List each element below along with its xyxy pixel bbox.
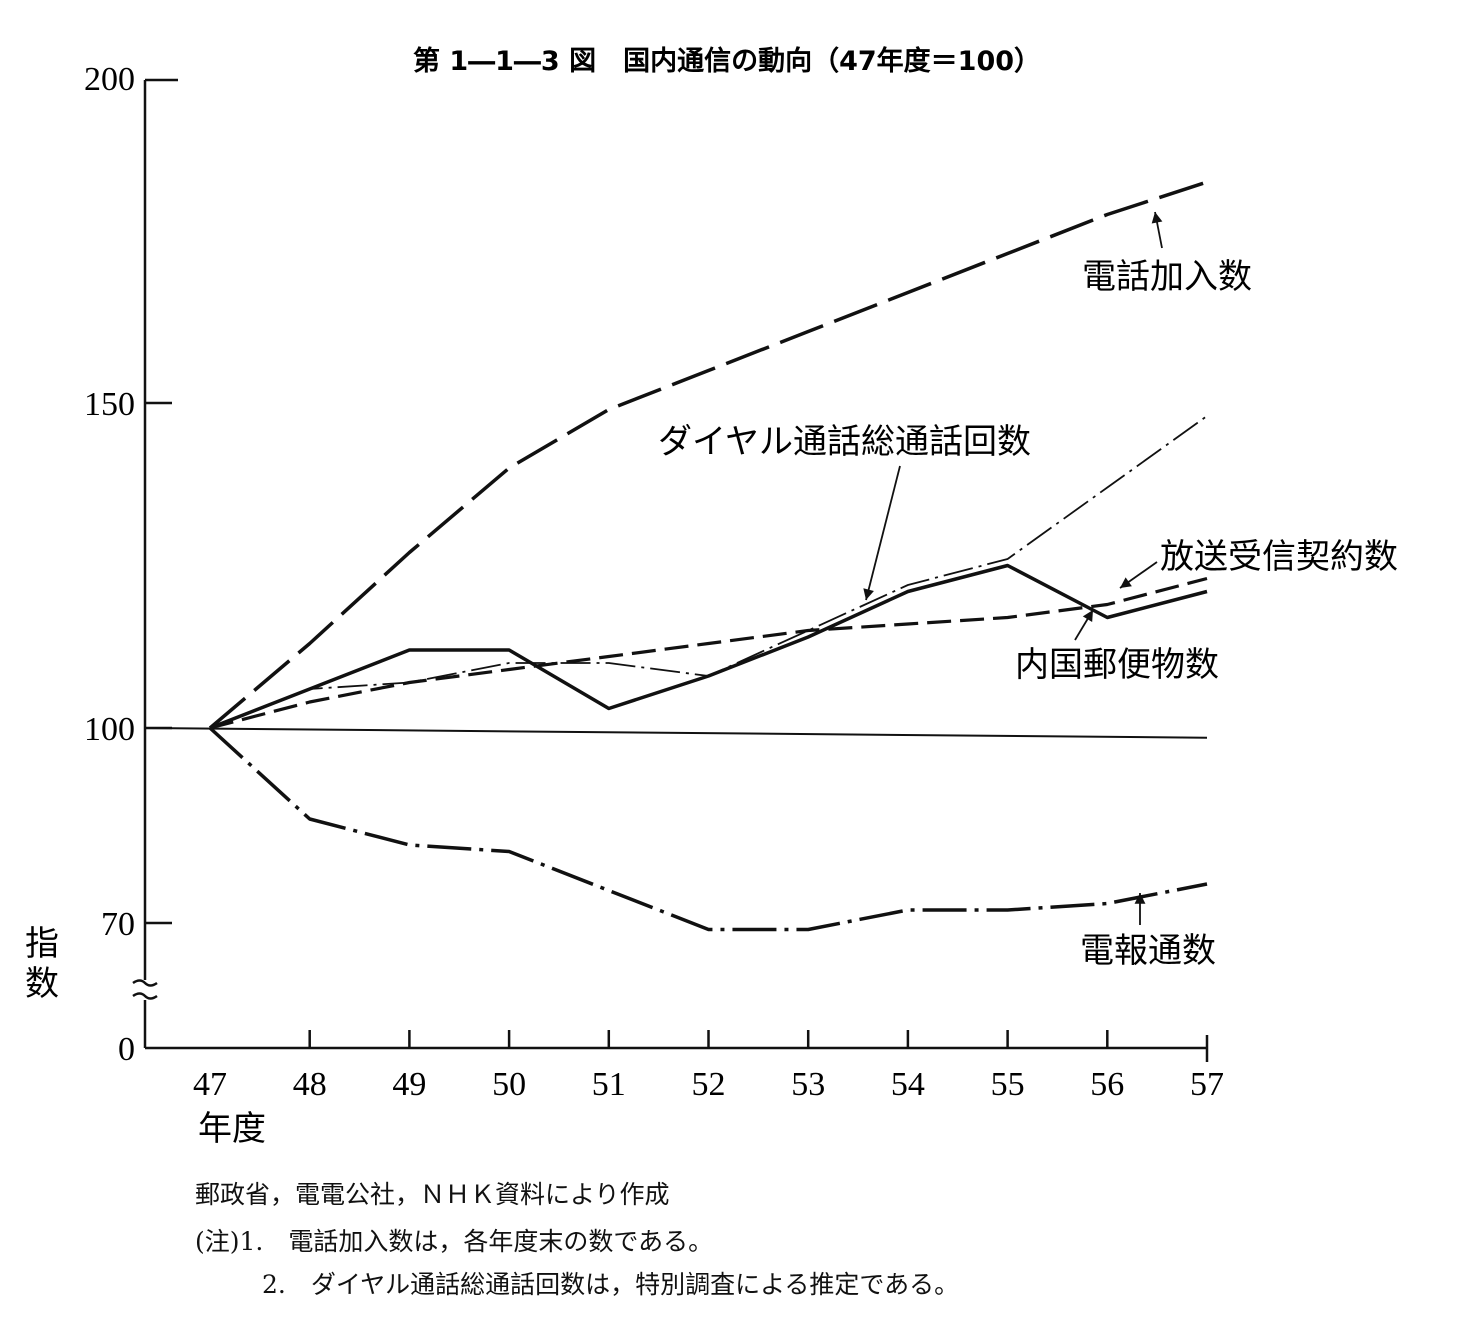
data-point	[1207, 182, 1208, 183]
baseline-100	[144, 727, 1208, 739]
note-2: 2. ダイヤル通話総通話回数は，特別調査による推定である。	[262, 1270, 960, 1299]
data-point	[1107, 903, 1108, 904]
axis-break-mark-1	[132, 979, 158, 987]
chart-title: 第 1―1―3 図 国内通信の動向（47年度＝100）	[413, 45, 1041, 77]
series-line-2	[209, 576, 1208, 730]
data-point	[907, 910, 908, 911]
series-label-3: 内国郵便物数	[1015, 645, 1219, 685]
leader-arrow-3	[1082, 610, 1093, 622]
leader-arrow-0	[1151, 212, 1163, 224]
series-line-3	[209, 563, 1208, 730]
note-1: (注)1. 電話加入数は，各年度末の数である。	[195, 1227, 714, 1256]
x-tick-label: 51	[592, 1066, 626, 1103]
x-tick-label: 50	[492, 1066, 526, 1103]
x-tick-label: 47	[193, 1066, 227, 1103]
y-axis-title-2: 数	[25, 964, 59, 1004]
y-tick-label: 70	[101, 906, 135, 943]
axes	[132, 78, 1209, 1062]
series-label-0: 電話加入数	[1082, 257, 1252, 297]
leader-arrow-2	[1120, 577, 1132, 588]
data-point	[608, 890, 609, 891]
axis-break-mark-2	[132, 992, 158, 1000]
x-tick-label: 55	[991, 1066, 1025, 1103]
y-axis-title: 指	[25, 924, 59, 964]
data-point	[409, 845, 410, 846]
x-tick-label: 48	[293, 1066, 327, 1103]
y-tick-label: 200	[84, 61, 135, 98]
x-tick-label: 52	[692, 1066, 726, 1103]
leader-arrow-4	[1134, 893, 1146, 904]
y-tick-label: 0	[118, 1031, 135, 1068]
x-tick-label: 49	[392, 1066, 426, 1103]
x-tick-label: 57	[1190, 1066, 1224, 1103]
series-layer	[144, 180, 1208, 932]
series-line-4	[208, 726, 1208, 932]
x-tick-label: 54	[891, 1066, 925, 1103]
tick-labels: 200 150 100 70 0 47 48 49 50 51 52 53 54 55 56 57	[84, 61, 1224, 1103]
x-tick-label: 53	[791, 1066, 825, 1103]
x-tick-label: 56	[1090, 1066, 1124, 1103]
series-line-0	[208, 180, 1208, 730]
series-label-1: ダイヤル通話総通話回数	[658, 422, 1031, 462]
series-label-2: 放送受信契約数	[1160, 537, 1398, 577]
y-tick-label: 100	[84, 711, 135, 748]
data-point	[1207, 416, 1208, 417]
leader-line-1	[865, 465, 901, 601]
series-label-4: 電報通数	[1080, 931, 1216, 971]
y-tick-label: 150	[84, 386, 135, 423]
x-axis-title: 年度	[198, 1109, 266, 1149]
data-point	[608, 409, 609, 410]
leader-arrow-1	[863, 588, 874, 600]
data-point	[509, 468, 510, 469]
source-note: 郵政省，電電公社，ＮＨＫ資料により作成	[195, 1180, 670, 1209]
